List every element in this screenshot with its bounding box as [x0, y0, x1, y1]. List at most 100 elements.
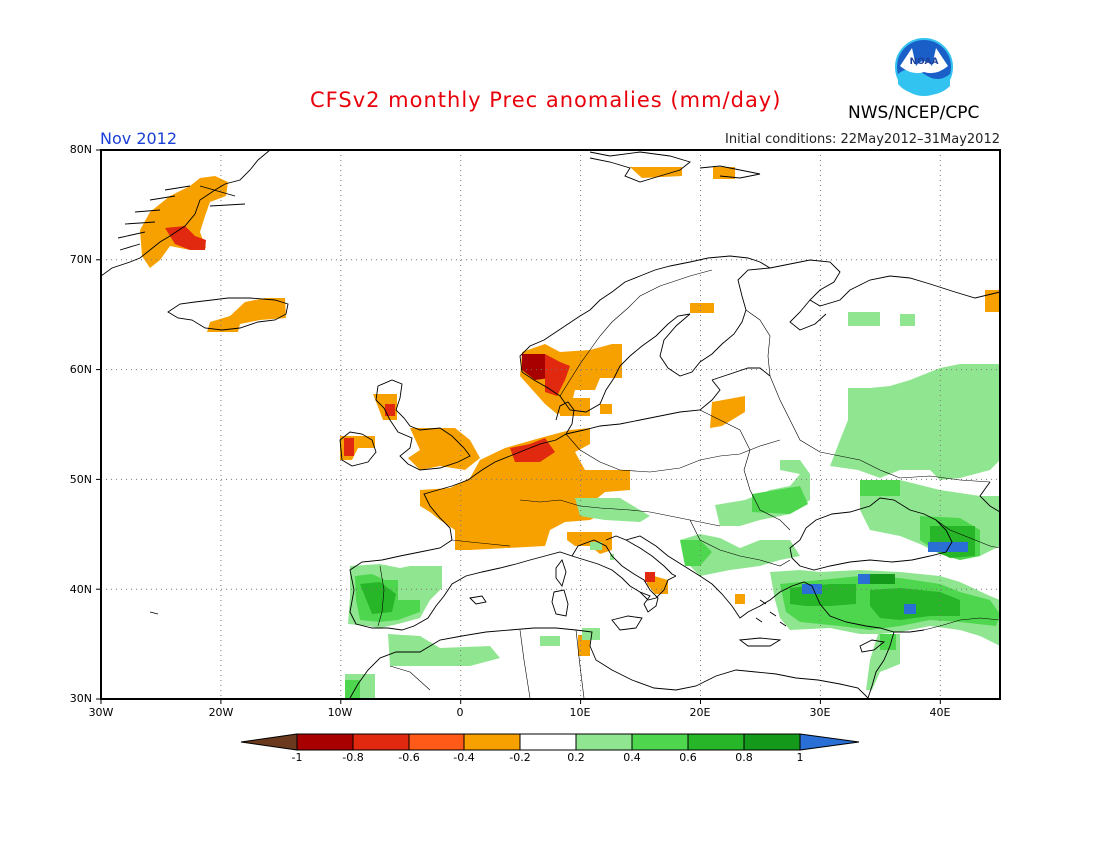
anomaly-region-turkey-blue3 [904, 604, 916, 614]
anomaly-region-scotland-red [385, 404, 395, 416]
coast-norway [519, 255, 771, 373]
coast-denmark [555, 401, 575, 435]
noaa-logo: NOAA [895, 38, 953, 96]
coast-britain [375, 379, 471, 471]
colorbar-label: 0.8 [735, 751, 753, 764]
anomaly-region-turkey-dark [790, 584, 856, 606]
anomaly-region-ukraine-green [860, 480, 900, 496]
anomaly-region-urals [985, 290, 1000, 312]
colorbar-swatch [631, 733, 689, 751]
coast-levant [867, 631, 895, 699]
anomaly-region-n-italy [567, 532, 612, 554]
agency-label: NWS/NCEP/CPC [848, 103, 980, 123]
coast-continent-w [349, 433, 677, 631]
coast-crete [738, 637, 782, 647]
coast-franzjosef [699, 165, 761, 179]
coast-iceland [167, 297, 289, 331]
colorbar-label: -0.6 [398, 751, 420, 764]
border-norway-sweden [559, 269, 713, 397]
anomaly-region-s-italy-red [645, 572, 655, 582]
anomaly-region-norway-red [545, 354, 570, 396]
lat-label: 50N [69, 473, 92, 486]
coast-bothnia [659, 267, 771, 377]
anomaly-region-finland [690, 303, 714, 313]
axis-ticks [96, 149, 941, 704]
colorbar-label: 0.6 [679, 751, 697, 764]
lon-label: 20W [208, 706, 234, 719]
border-russia [769, 375, 991, 483]
anomaly-region-greenland [140, 176, 228, 268]
coast-italy-e [605, 535, 677, 577]
colorbar-swatch [408, 733, 465, 751]
anomaly-region-russia-north2 [900, 314, 915, 326]
anomaly-region-sicily [590, 542, 602, 550]
colorbar-label: 0.4 [623, 751, 641, 764]
anomaly-region-greece [735, 594, 745, 604]
coast-corsica [555, 559, 567, 587]
lat-label: 40N [69, 583, 92, 596]
lat-label: 30N [69, 692, 92, 705]
coast-n-africa [349, 627, 869, 699]
anomaly-region-england [408, 428, 480, 470]
anomaly-region-w-europe [420, 428, 630, 550]
anomaly-region-alps2 [610, 554, 614, 560]
border-iberia [377, 565, 385, 627]
border-east [699, 409, 791, 531]
anomaly-region-sweden-s [558, 398, 590, 416]
coast-sweden [521, 313, 691, 413]
colorbar-swatch [296, 733, 354, 751]
lon-label: 30E [809, 706, 831, 719]
anomaly-region-caucasus-blue [928, 542, 968, 552]
lon-label: 0 [456, 706, 464, 719]
coast-finland [711, 367, 771, 381]
anomaly-region-norway-darkred [522, 354, 550, 380]
coast-baltic-s [565, 379, 721, 435]
colorbar-label: -0.8 [342, 751, 364, 764]
colorbar-label: 0.2 [567, 751, 585, 764]
anomaly-region-baltic [600, 404, 612, 414]
border-central [565, 433, 781, 473]
border-balkans [689, 519, 791, 567]
coast-caspian [979, 481, 1000, 513]
lat-label: 60N [69, 363, 92, 376]
lat-label: 80N [69, 143, 92, 156]
coast-adriatic [625, 535, 813, 619]
coast-italy [571, 539, 659, 613]
colorbar-label: -0.4 [453, 751, 475, 764]
anomaly-region-russia-north [848, 312, 880, 326]
lon-label: 10W [327, 706, 353, 719]
map-frame [100, 149, 1001, 700]
border-africa [389, 629, 585, 699]
lon-label: 10E [569, 706, 591, 719]
country-borders [377, 269, 1000, 699]
coast-kola [769, 259, 1000, 307]
colorbar [240, 733, 860, 751]
coast-cyprus [859, 639, 886, 653]
anomaly-region-benelux-red [510, 438, 555, 462]
anomaly-region-turkey-blue2 [858, 574, 870, 584]
border-finland-russia [745, 309, 771, 377]
colorbar-label: 1 [796, 751, 804, 764]
anomaly-region-iceland [207, 298, 286, 332]
colorbar-swatch [687, 733, 745, 751]
anomaly-region-turkey-blue [802, 584, 822, 594]
valid-date: Nov 2012 [100, 129, 178, 148]
border-alps [519, 499, 721, 527]
coast-whitesea [789, 299, 827, 331]
border-caucasus [935, 519, 1000, 549]
anomaly-region-morocco-green [345, 680, 360, 698]
coast-greenland-fjords [117, 185, 246, 251]
border-turkey-east [923, 617, 1000, 631]
anomaly-region-svalbard [630, 167, 682, 178]
noaa-logo-text: NOAA [910, 57, 939, 67]
anomaly-region-iberia-dark [360, 582, 396, 614]
anomaly-shading [140, 167, 1000, 698]
anomaly-region-ireland-red [344, 438, 354, 456]
coast-sicily [611, 615, 643, 631]
initial-conditions: Initial conditions: 22May2012–31May2012 [725, 132, 1000, 147]
anomaly-region-estonia [710, 396, 745, 428]
colorbar-low-arrow [240, 733, 298, 751]
anomaly-region-algeria [540, 636, 560, 646]
anomaly-region-russia [830, 364, 1000, 480]
